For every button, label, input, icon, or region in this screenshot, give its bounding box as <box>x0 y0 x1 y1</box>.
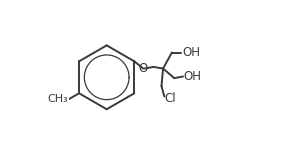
Text: O: O <box>139 62 148 75</box>
Text: Cl: Cl <box>165 92 176 104</box>
Text: OH: OH <box>184 70 202 83</box>
Text: OH: OH <box>182 46 200 59</box>
Text: CH₃: CH₃ <box>47 94 68 104</box>
